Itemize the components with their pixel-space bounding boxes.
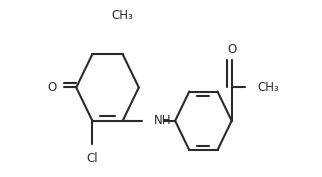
Text: NH: NH <box>154 114 171 127</box>
Text: CH₃: CH₃ <box>112 9 134 22</box>
Text: Cl: Cl <box>87 152 98 165</box>
Text: O: O <box>47 81 56 94</box>
Text: CH₃: CH₃ <box>257 81 279 94</box>
Text: O: O <box>227 43 236 56</box>
